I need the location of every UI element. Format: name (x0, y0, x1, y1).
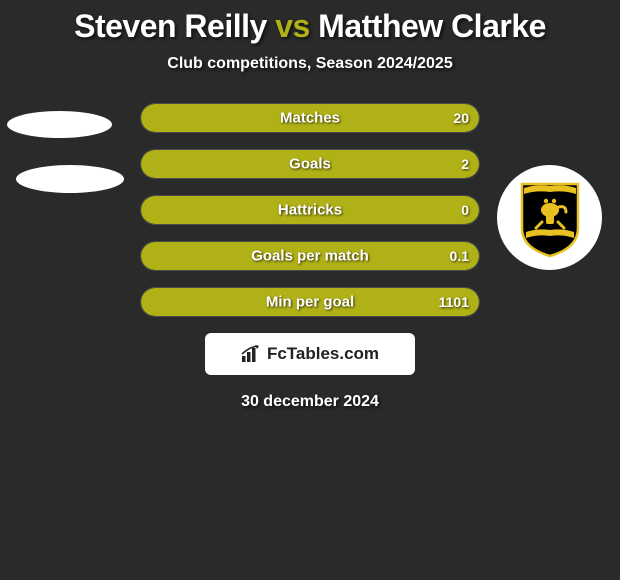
player2-name: Matthew Clarke (318, 8, 546, 44)
stat-label: Hattricks (278, 202, 342, 219)
stat-row: Hattricks 0 (140, 195, 480, 225)
stat-row: Matches 20 (140, 103, 480, 133)
page-title: Steven Reilly vs Matthew Clarke (0, 0, 620, 45)
bar-chart-icon (241, 345, 261, 363)
stat-value-right: 0 (461, 202, 469, 218)
brand-text: FcTables.com (267, 344, 379, 364)
stat-row: Min per goal 1101 (140, 287, 480, 317)
shield-crest-icon (516, 178, 584, 258)
stat-value-right: 20 (453, 110, 469, 126)
comparison-content: Matches 20 Goals 2 Hattricks 0 Goals per match… (0, 103, 620, 411)
stat-value-right: 2 (461, 156, 469, 172)
vs-label: vs (275, 8, 310, 44)
stat-label: Goals (289, 156, 331, 173)
stat-label: Matches (280, 110, 340, 127)
stat-row: Goals 2 (140, 149, 480, 179)
date-label: 30 december 2024 (0, 393, 620, 411)
left-badge-ellipse-1 (7, 111, 112, 138)
brand-box[interactable]: FcTables.com (205, 333, 415, 375)
stat-value-right: 1101 (439, 294, 469, 310)
stat-bars: Matches 20 Goals 2 Hattricks 0 Goals per match… (140, 103, 480, 317)
stat-label: Min per goal (266, 294, 354, 311)
right-club-badge (497, 165, 602, 270)
stat-value-right: 0.1 (450, 248, 469, 264)
stat-row: Goals per match 0.1 (140, 241, 480, 271)
stat-label: Goals per match (251, 248, 369, 265)
player1-name: Steven Reilly (74, 8, 267, 44)
left-badge-ellipse-2 (16, 165, 124, 193)
subtitle: Club competitions, Season 2024/2025 (0, 55, 620, 73)
